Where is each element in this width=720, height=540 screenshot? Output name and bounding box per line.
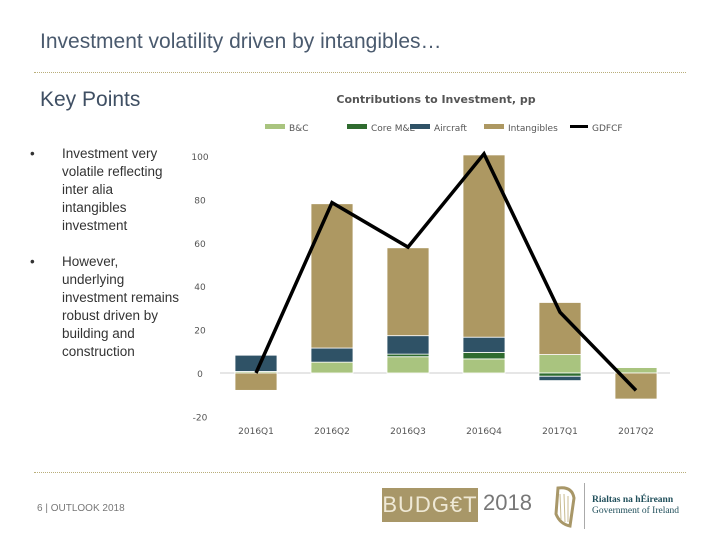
slide-title: Investment volatility driven by intangib… [40,30,442,53]
bar-b-c [310,361,354,374]
legend-label: B&C [289,124,308,134]
legend-swatch [570,125,588,128]
legend-label: Core M&E [371,124,415,134]
bar-intangibles [310,203,354,349]
legend-swatch [347,124,367,129]
legend-swatch [265,124,285,129]
y-tick-label: 60 [194,240,206,250]
x-tick-label: 2016Q2 [314,427,350,437]
x-tick-label: 2016Q4 [466,427,502,437]
bar-core-m-e [614,366,658,368]
divider [34,72,686,73]
gov-english: Government of Ireland [592,506,680,516]
budget-logo: BUDG€T [382,488,478,522]
chart-title: Contributions to Investment, pp [336,93,535,106]
bullet-list: Investment very volatile reflecting inte… [30,145,180,379]
gdfcf-line [254,150,638,392]
footer-page-label: 6 | OUTLOOK 2018 [37,503,125,514]
y-tick-label: 40 [194,283,206,293]
legend-label: GDFCF [592,124,623,134]
legend-swatch [410,124,430,129]
bar-intangibles [386,247,430,337]
bar-aircraft [386,335,430,355]
bar-b-c [538,354,582,374]
bar-core-m-e [462,351,506,360]
legend-label: Aircraft [434,124,467,134]
gov-irish: Rialtas na hÉireann [592,495,674,505]
y-tick-label: 80 [194,196,206,206]
x-tick-label: 2016Q3 [390,427,426,437]
x-tick-label: 2016Q1 [238,427,274,437]
bar-b-c [386,356,430,374]
y-tick-label: 100 [191,153,208,163]
y-tick-label: -20 [193,413,208,423]
bar-intangibles [234,372,278,391]
bar-b-c [462,358,506,374]
bullet-item: Investment very volatile reflecting inte… [30,145,180,235]
bar-aircraft [462,336,506,353]
bar-aircraft [310,347,354,363]
legend-swatch [484,124,504,129]
harp-icon [554,486,576,528]
divider [34,472,686,473]
y-tick-label: 20 [194,327,206,337]
divider [584,483,585,529]
bar-b-c [614,367,658,374]
x-tick-label: 2017Q1 [542,427,578,437]
legend-label: Intangibles [508,124,558,134]
budget-year: 2018 [483,490,532,515]
key-points-heading: Key Points [40,88,141,111]
bar-aircraft [538,375,582,381]
x-tick-label: 2017Q2 [618,427,654,437]
y-tick-label: 0 [197,370,203,380]
bullet-item: However, underlying investment remains r… [30,253,180,361]
bar-core-m-e [538,372,582,377]
